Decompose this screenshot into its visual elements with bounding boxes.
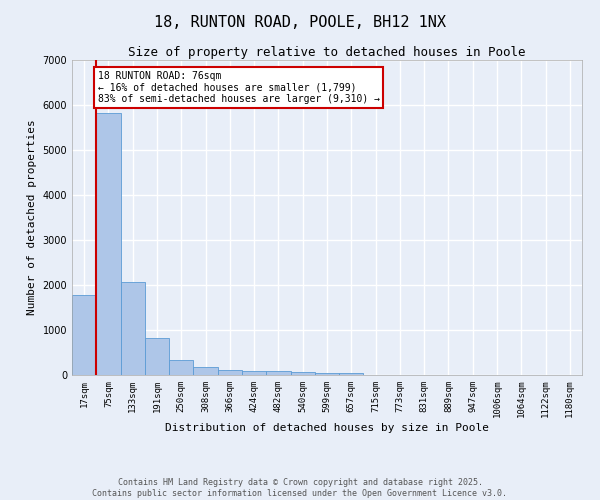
Text: 18, RUNTON ROAD, POOLE, BH12 1NX: 18, RUNTON ROAD, POOLE, BH12 1NX [154,15,446,30]
Y-axis label: Number of detached properties: Number of detached properties [27,120,37,316]
Bar [315,373,339,375]
Text: Contains HM Land Registry data © Crown copyright and database right 2025.
Contai: Contains HM Land Registry data © Crown c… [92,478,508,498]
Bar [242,370,266,375]
Bar [145,338,169,375]
X-axis label: Distribution of detached houses by size in Poole: Distribution of detached houses by size … [165,423,489,433]
Bar [193,367,218,375]
Bar [339,374,364,375]
Bar [290,372,315,375]
Text: 18 RUNTON ROAD: 76sqm
← 16% of detached houses are smaller (1,799)
83% of semi-d: 18 RUNTON ROAD: 76sqm ← 16% of detached … [97,71,380,104]
Bar [96,113,121,375]
Bar [266,371,290,375]
Bar [169,360,193,375]
Bar [72,295,96,375]
Bar [121,282,145,375]
Bar [218,370,242,375]
Title: Size of property relative to detached houses in Poole: Size of property relative to detached ho… [128,46,526,59]
